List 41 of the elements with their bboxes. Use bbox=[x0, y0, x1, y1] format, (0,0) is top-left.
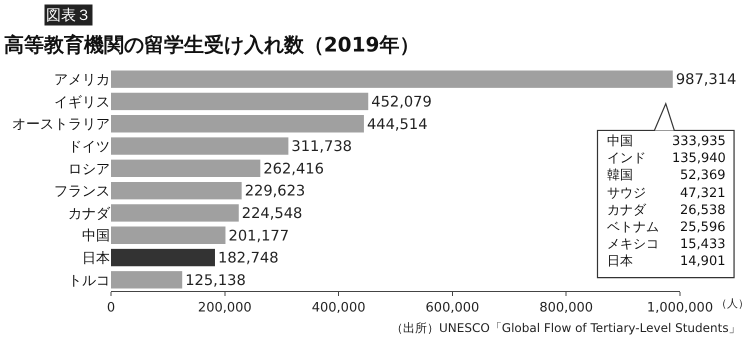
data-label: 444,514 bbox=[366, 116, 428, 133]
y-tick-label: フランス bbox=[54, 184, 110, 200]
data-label: 262,416 bbox=[263, 160, 324, 178]
x-tick-label: 200,000 bbox=[198, 300, 252, 316]
y-tick-label: 日本 bbox=[82, 250, 110, 266]
bar bbox=[111, 160, 260, 178]
bar bbox=[111, 115, 364, 132]
data-label: 182,748 bbox=[218, 250, 279, 267]
bar bbox=[111, 137, 288, 155]
text: 中国 333,935 インド 135,940 韓国 52,369 サウジ 47,321 カナダ 26,538 ベトナム 25,596 メキシコ 15,433 日本 14,901 bbox=[607, 134, 726, 269]
y-tick-label: トルコ bbox=[68, 272, 110, 289]
chart-title: 高等教育機関の留学生受け入れ数（2019年） bbox=[4, 32, 420, 57]
x-tick-label: 800,000 bbox=[539, 300, 594, 316]
bar bbox=[111, 182, 242, 200]
data-label: 125,138 bbox=[185, 272, 246, 289]
text: （出所）UNESCO「Global Flow of Tertiary-Level Students」 bbox=[391, 321, 741, 335]
y-tick-label: カナダ bbox=[68, 206, 111, 222]
bar bbox=[111, 92, 368, 110]
text: 図表３ bbox=[46, 6, 91, 24]
x-tick-label: 600,000 bbox=[426, 300, 480, 316]
bar bbox=[111, 226, 226, 244]
data-label: 987,314 bbox=[676, 71, 736, 88]
data-label: 201,177 bbox=[228, 227, 290, 244]
bar bbox=[111, 204, 239, 222]
data-label: 311,738 bbox=[291, 138, 352, 156]
y-tick-label: 中国 bbox=[82, 228, 110, 244]
y-tick-label: オーストラリア bbox=[12, 116, 110, 133]
y-tick-label: ロシア bbox=[68, 161, 110, 178]
bar bbox=[111, 271, 182, 289]
x-tick-label: 1,000,000 bbox=[646, 300, 714, 316]
y-tick-label: ドイツ bbox=[68, 138, 110, 155]
data-label: 229,623 bbox=[244, 182, 306, 200]
bar bbox=[111, 248, 215, 266]
x-axis-title: （人） bbox=[716, 297, 749, 310]
x-tick-label: 400,000 bbox=[312, 300, 366, 316]
y-tick-label: イギリス bbox=[54, 94, 110, 110]
y-tick-label: アメリカ bbox=[54, 72, 110, 88]
bar bbox=[111, 70, 673, 88]
data-label: 452,079 bbox=[371, 93, 432, 110]
data-label: 224,548 bbox=[242, 204, 302, 222]
x-tick-label: 0 bbox=[106, 300, 116, 316]
